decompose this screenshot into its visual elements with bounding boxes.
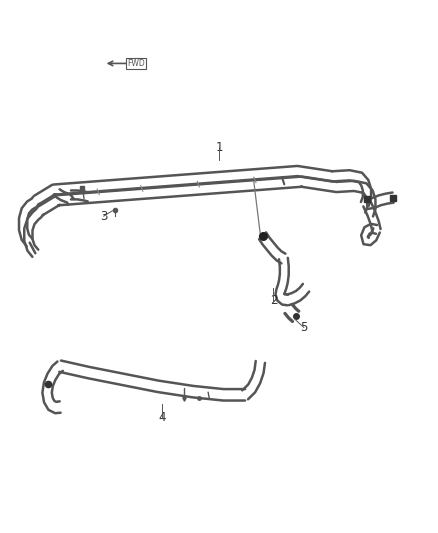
- Text: 2: 2: [270, 294, 277, 308]
- Text: 3: 3: [100, 209, 107, 223]
- Text: 1: 1: [215, 141, 223, 154]
- Text: FWD: FWD: [127, 59, 145, 68]
- Text: 5: 5: [300, 321, 307, 334]
- Text: 4: 4: [159, 411, 166, 424]
